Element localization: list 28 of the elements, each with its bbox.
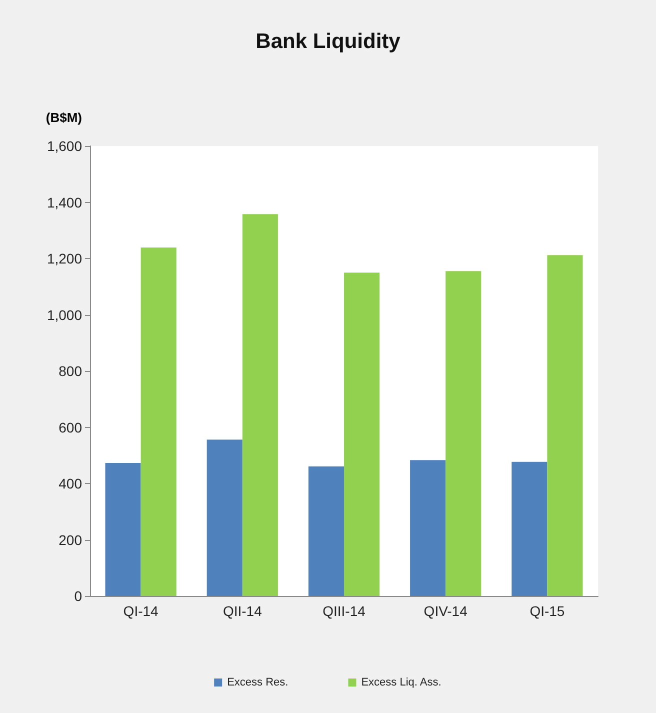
bar [242,214,278,596]
bar [344,272,380,596]
y-tick-label: 600 [58,419,82,436]
y-tick-label: 400 [58,476,82,492]
bar [512,462,548,596]
y-tick-label: 1,400 [46,194,82,210]
y-tick-label: 800 [58,363,82,379]
bar [410,460,446,596]
y-tick-label: 200 [58,532,82,548]
x-tick-label: QIII-14 [322,603,366,619]
y-tick-label: 1,200 [46,250,82,266]
legend-label: Excess Liq. Ass. [361,676,442,688]
y-tick-label: 1,600 [46,138,82,154]
y-axis-title: (B$M) [46,110,82,125]
chart-title: Bank Liquidity [256,30,401,53]
bar [547,255,583,596]
x-tick-label: QI-15 [530,603,565,619]
y-tick-label: 1,000 [46,306,82,323]
x-tick-label: QI-14 [123,603,159,619]
bar [206,440,242,596]
bar [446,271,482,596]
legend-label: Excess Res. [227,676,288,688]
x-tick-label: QII-14 [222,603,262,619]
y-tick-label: 0 [74,588,82,604]
bar [140,248,176,596]
bar [308,466,344,596]
bar [105,462,141,596]
x-tick-label: QIV-14 [424,603,468,619]
